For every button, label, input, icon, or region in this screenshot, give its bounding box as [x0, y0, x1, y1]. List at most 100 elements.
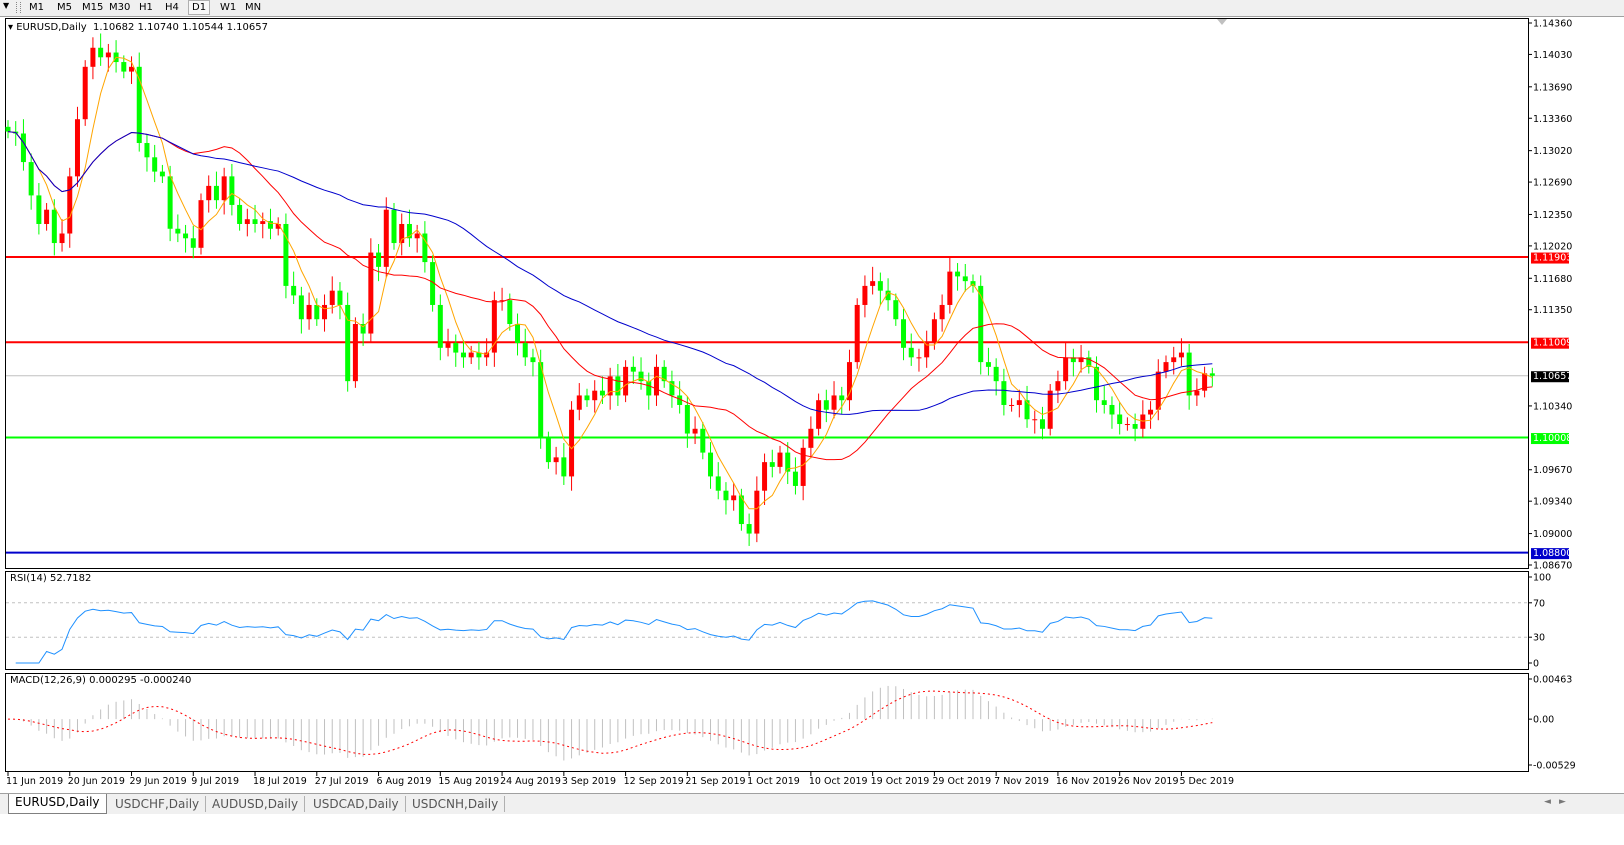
- candle-body: [738, 495, 744, 525]
- candle-body: [167, 176, 173, 229]
- rsi-label: RSI(14) 52.7182: [10, 573, 92, 584]
- candle: [823, 389, 829, 423]
- candle: [129, 56, 135, 84]
- price-tick-label: 1.10340: [1533, 401, 1572, 412]
- candle-body: [90, 47, 96, 67]
- date-tick-label: 27 Jul 2019: [315, 776, 369, 787]
- candle: [345, 292, 351, 392]
- candle-body: [684, 404, 690, 434]
- ma-mid-line: [7, 131, 1213, 461]
- candle-body: [1155, 371, 1161, 410]
- candle: [237, 198, 243, 231]
- candle-body: [121, 62, 127, 72]
- price-tick-label: 1.08670: [1533, 561, 1572, 572]
- tab-audusd-daily[interactable]: AUDUSD,Daily: [206, 796, 306, 812]
- timeframe-m1[interactable]: M1: [29, 2, 44, 13]
- candle: [653, 354, 659, 406]
- candle: [808, 416, 814, 459]
- toolbar-menu-arrow-icon[interactable]: ▼: [3, 1, 10, 10]
- candle: [445, 328, 451, 357]
- timeframe-m5[interactable]: M5: [57, 2, 72, 13]
- candle: [298, 286, 304, 334]
- chart-menu-arrow-icon[interactable]: ▾: [8, 22, 17, 33]
- candle-body: [5, 126, 11, 132]
- tabs-scroll-right-icon[interactable]: ►: [1559, 797, 1566, 807]
- candle-body: [44, 209, 50, 224]
- candle-body: [399, 223, 405, 244]
- candle-body: [221, 176, 227, 201]
- timeframe-m15[interactable]: M15: [82, 2, 104, 13]
- candle-body: [792, 471, 798, 486]
- candle-body: [453, 343, 459, 353]
- candle-body: [206, 185, 212, 201]
- candle-body: [1186, 352, 1192, 396]
- candle-body: [569, 409, 575, 477]
- timeframe-h1[interactable]: H1: [139, 2, 153, 13]
- date-tick-label: 18 Jul 2019: [253, 776, 307, 787]
- rsi-line: [15, 600, 1213, 664]
- candle: [877, 272, 883, 305]
- candle: [638, 357, 644, 390]
- timeframe-w1[interactable]: W1: [220, 2, 237, 13]
- candle-body: [129, 66, 135, 72]
- macd-tick-label: -0.00529: [1533, 761, 1576, 772]
- candle: [769, 449, 775, 478]
- candle: [406, 209, 412, 247]
- tab-usdcad-daily[interactable]: USDCAD,Daily: [307, 796, 406, 812]
- candle-body: [414, 233, 420, 239]
- timeframe-h4[interactable]: H4: [165, 2, 179, 13]
- candle: [59, 219, 65, 252]
- candle-body: [1101, 400, 1107, 405]
- candle-body: [1009, 404, 1015, 406]
- level-price-label-bg: [1531, 548, 1569, 560]
- candle: [692, 416, 698, 445]
- symbol-label: EURUSD,Daily: [16, 22, 87, 33]
- date-tick-label: 21 Sep 2019: [685, 776, 745, 787]
- candle: [144, 134, 150, 172]
- candle-body: [322, 304, 328, 320]
- tab-usdchf-daily[interactable]: USDCHF,Daily: [109, 796, 207, 812]
- candle-body: [159, 171, 165, 177]
- candle: [607, 367, 613, 410]
- candle-body: [924, 343, 930, 358]
- candle: [183, 224, 189, 253]
- candle: [1202, 366, 1208, 398]
- candle-body: [1094, 366, 1100, 401]
- timeframe-d1[interactable]: D1: [188, 0, 211, 15]
- candle: [569, 401, 575, 491]
- candle: [283, 213, 289, 299]
- level-price-label: 1.10008: [1533, 433, 1572, 444]
- candle-body: [430, 262, 436, 305]
- candle: [476, 342, 482, 370]
- candle: [646, 372, 652, 410]
- candle: [630, 356, 636, 385]
- tabs-scroll-left-icon[interactable]: ◄: [1544, 797, 1551, 807]
- candle-body: [391, 209, 397, 244]
- chart-info: ▾ EURUSD,Daily 1.10682 1.10740 1.10544 1…: [8, 22, 268, 33]
- timeframe-m30[interactable]: M30: [109, 2, 131, 13]
- close-value: 1.10657: [226, 22, 268, 33]
- candle-body: [213, 185, 219, 201]
- candle-body: [723, 490, 729, 501]
- tab-eurusd-daily[interactable]: EURUSD,Daily: [8, 794, 107, 814]
- level-price-label-bg: [1531, 433, 1569, 445]
- candle: [507, 293, 513, 331]
- timeframe-mn[interactable]: MN: [245, 2, 262, 13]
- candle: [1101, 385, 1107, 414]
- candle: [669, 370, 675, 408]
- candle-body: [846, 362, 852, 401]
- candle-body: [1171, 357, 1177, 363]
- candle-body: [28, 162, 34, 196]
- candle-body: [908, 347, 914, 358]
- candle-body: [244, 219, 250, 224]
- macd-panel-frame: [5, 673, 1529, 772]
- price-tick-label: 1.12350: [1533, 210, 1572, 221]
- toolbar-grip[interactable]: [16, 2, 21, 13]
- candle: [785, 442, 791, 485]
- candle: [831, 381, 837, 419]
- candle: [322, 294, 328, 332]
- candle-body: [190, 238, 196, 248]
- candle-body: [468, 352, 474, 358]
- tab-usdcnh-daily[interactable]: USDCNH,Daily: [406, 796, 506, 812]
